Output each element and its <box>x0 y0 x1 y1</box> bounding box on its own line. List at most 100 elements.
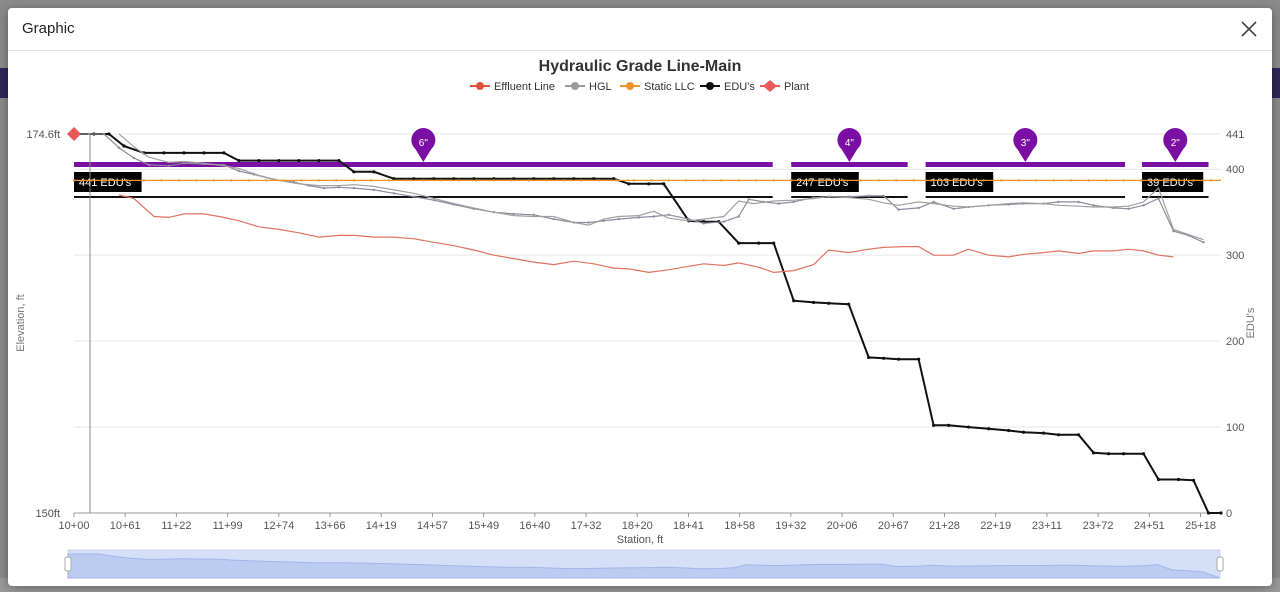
edu-point <box>882 356 886 360</box>
edu-point <box>1121 452 1126 456</box>
hgl-point <box>102 132 106 136</box>
hgl-point <box>602 219 605 223</box>
edu-point <box>897 357 901 361</box>
pipe-size-label: 2" <box>1171 138 1181 149</box>
hgl-point <box>952 207 955 210</box>
legend-item[interactable]: HGL <box>565 81 612 93</box>
zoom-handle-right[interactable] <box>1216 556 1224 572</box>
legend-item[interactable]: Effluent Line <box>470 81 555 93</box>
edu-point <box>1206 511 1211 515</box>
effluent-line-line <box>118 194 1174 274</box>
pipe-size-pin[interactable]: 2" <box>1163 128 1188 162</box>
static-llc-point <box>615 179 618 182</box>
plant-marker[interactable] <box>67 127 81 141</box>
static-llc-point <box>702 179 705 182</box>
edu-label-box <box>791 172 859 192</box>
edu-point <box>737 241 741 245</box>
edu-point <box>702 220 706 224</box>
edu-point <box>1176 477 1181 482</box>
x-tick-label: 18+20 <box>622 520 653 532</box>
edu-point <box>352 170 356 174</box>
y-right-tick-label: 200 <box>1226 336 1244 348</box>
static-llc-point <box>789 179 793 182</box>
static-llc-point <box>1209 179 1213 182</box>
legend-item[interactable]: Plant <box>760 80 809 93</box>
legend-label: HGL <box>589 81 612 93</box>
static-llc-point <box>510 179 513 182</box>
static-llc-point <box>527 179 531 182</box>
static-llc-point <box>1087 179 1090 182</box>
hgl-point <box>637 216 640 219</box>
pipe-bar <box>791 162 908 167</box>
graphic-modal: Graphic Hydraulic Grade Line-Main Efflue… <box>8 8 1272 586</box>
hgl-point <box>587 221 590 224</box>
edu-point <box>1041 431 1046 435</box>
edu-point <box>222 151 226 155</box>
hgl-point <box>552 217 555 221</box>
edu-point <box>757 241 761 245</box>
static-llc-point <box>947 179 950 182</box>
legend-item[interactable]: EDU's <box>700 81 755 93</box>
close-button[interactable] <box>1238 18 1260 40</box>
edu-point <box>592 177 596 181</box>
static-llc-point <box>807 179 810 182</box>
legend-marker <box>476 82 484 90</box>
x-tick-label: 20+06 <box>827 520 858 532</box>
hgl-point <box>512 212 516 216</box>
pipe-size-pin[interactable]: 6" <box>411 128 436 162</box>
edu-point <box>1006 428 1011 433</box>
hgl-point <box>722 220 725 223</box>
static-llc-point <box>1192 179 1195 182</box>
data-zoom-slider[interactable] <box>64 549 1224 579</box>
hgl-point <box>1077 200 1080 204</box>
hgl-secondary--line <box>118 133 1204 241</box>
hgl-point <box>1172 229 1175 233</box>
static-llc-point <box>929 179 933 182</box>
static-llc-point <box>282 179 286 182</box>
pipe-size-label: 3" <box>1021 138 1031 149</box>
static-llc-point <box>1157 179 1160 182</box>
static-llc-point <box>545 179 548 182</box>
x-tick-label: 21+28 <box>929 520 960 532</box>
legend-label: Static LLC <box>644 81 695 93</box>
legend-marker <box>763 80 777 92</box>
hgl-point <box>237 169 241 173</box>
pipe-size-pin[interactable]: 3" <box>1013 128 1038 162</box>
hgl-point <box>747 198 750 201</box>
edu-point <box>572 177 576 181</box>
zoom-handle-left[interactable] <box>64 556 72 572</box>
static-llc-point <box>720 179 723 182</box>
static-llc-point <box>597 179 600 182</box>
edu-point <box>627 182 631 186</box>
edu-point <box>182 151 186 155</box>
x-tick-label: 19+32 <box>775 520 806 532</box>
static-llc-point <box>1122 179 1125 182</box>
pipe-segments: 441 EDU's 247 EDU's 103 EDU's 39 EDU's <box>74 162 1209 198</box>
static-llc-point <box>859 179 863 182</box>
static-llc-point <box>457 179 461 182</box>
legend-item[interactable]: Static LLC <box>620 81 695 93</box>
hgl-point <box>412 195 416 198</box>
static-llc-point <box>317 179 321 182</box>
static-llc-point <box>160 179 163 182</box>
hgl-point <box>652 215 655 218</box>
pipe-size-pin[interactable]: 4" <box>837 128 862 162</box>
edu-point <box>967 425 971 429</box>
edu-label-box <box>925 172 994 192</box>
static-llc-point <box>1104 179 1108 182</box>
x-tick-label: 18+58 <box>724 520 755 532</box>
pin-shape <box>837 128 862 162</box>
static-llc-point <box>912 179 915 182</box>
y-axis-title: Elevation, ft <box>15 294 27 351</box>
hgl-point <box>352 186 356 190</box>
edu-label: 441 EDU's <box>79 177 132 189</box>
hgl-line <box>74 133 1204 243</box>
modal-title: Graphic <box>22 20 75 37</box>
pin-shape <box>1013 128 1038 162</box>
static-llc-point <box>685 179 688 182</box>
edu-point <box>492 177 496 181</box>
static-llc-point <box>737 179 740 182</box>
edu-point <box>792 299 796 303</box>
edu-point <box>827 301 831 305</box>
x-tick-label: 10+00 <box>59 520 90 532</box>
